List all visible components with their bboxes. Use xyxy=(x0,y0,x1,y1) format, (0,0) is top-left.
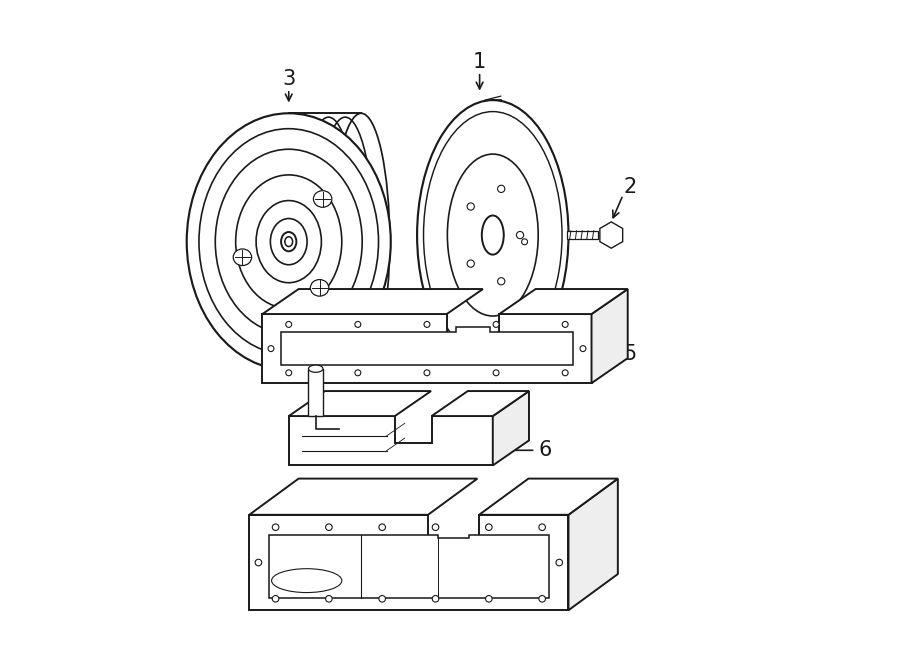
Polygon shape xyxy=(263,289,483,314)
Polygon shape xyxy=(269,535,549,598)
Ellipse shape xyxy=(424,369,430,375)
Ellipse shape xyxy=(186,113,391,370)
Ellipse shape xyxy=(326,524,332,531)
Polygon shape xyxy=(289,391,431,416)
Polygon shape xyxy=(263,314,591,383)
Ellipse shape xyxy=(493,321,499,327)
Ellipse shape xyxy=(285,237,292,247)
Bar xyxy=(566,231,598,239)
Bar xyxy=(309,369,323,416)
Ellipse shape xyxy=(379,524,385,531)
Ellipse shape xyxy=(562,321,568,327)
Polygon shape xyxy=(249,479,477,515)
Ellipse shape xyxy=(522,239,527,245)
Ellipse shape xyxy=(485,524,492,531)
Ellipse shape xyxy=(580,346,586,352)
Ellipse shape xyxy=(313,190,332,208)
Text: 5: 5 xyxy=(623,344,636,364)
Ellipse shape xyxy=(310,280,328,296)
Ellipse shape xyxy=(355,369,361,375)
Ellipse shape xyxy=(467,260,474,267)
Ellipse shape xyxy=(493,369,499,375)
Ellipse shape xyxy=(432,524,439,531)
Text: 1: 1 xyxy=(473,52,486,72)
Ellipse shape xyxy=(309,365,323,372)
Ellipse shape xyxy=(333,113,390,370)
Ellipse shape xyxy=(482,215,504,254)
Polygon shape xyxy=(479,479,617,515)
Ellipse shape xyxy=(417,100,569,370)
Text: 3: 3 xyxy=(282,69,295,89)
Ellipse shape xyxy=(562,369,568,375)
Ellipse shape xyxy=(432,596,439,602)
Ellipse shape xyxy=(498,278,505,285)
Polygon shape xyxy=(289,416,493,465)
Ellipse shape xyxy=(268,346,274,352)
Ellipse shape xyxy=(281,232,296,251)
Ellipse shape xyxy=(272,568,342,592)
Ellipse shape xyxy=(556,559,562,566)
Ellipse shape xyxy=(539,524,545,531)
Ellipse shape xyxy=(273,524,279,531)
Ellipse shape xyxy=(233,249,252,266)
Polygon shape xyxy=(281,327,573,365)
Ellipse shape xyxy=(286,369,292,375)
Ellipse shape xyxy=(256,559,262,566)
Ellipse shape xyxy=(286,321,292,327)
Ellipse shape xyxy=(517,231,524,239)
Ellipse shape xyxy=(539,596,545,602)
Ellipse shape xyxy=(447,154,538,316)
Text: 4: 4 xyxy=(605,535,618,555)
Ellipse shape xyxy=(424,321,430,327)
Ellipse shape xyxy=(485,596,492,602)
Text: 2: 2 xyxy=(623,177,636,197)
Polygon shape xyxy=(493,391,529,465)
Text: 6: 6 xyxy=(539,440,552,460)
Ellipse shape xyxy=(379,596,385,602)
Polygon shape xyxy=(569,479,617,610)
Ellipse shape xyxy=(498,185,505,192)
Polygon shape xyxy=(591,289,627,383)
Polygon shape xyxy=(600,222,623,249)
Polygon shape xyxy=(432,391,529,416)
Ellipse shape xyxy=(467,203,474,210)
Polygon shape xyxy=(500,289,627,314)
Polygon shape xyxy=(249,515,569,610)
Ellipse shape xyxy=(491,100,509,370)
Ellipse shape xyxy=(273,596,279,602)
Ellipse shape xyxy=(326,596,332,602)
Ellipse shape xyxy=(355,321,361,327)
